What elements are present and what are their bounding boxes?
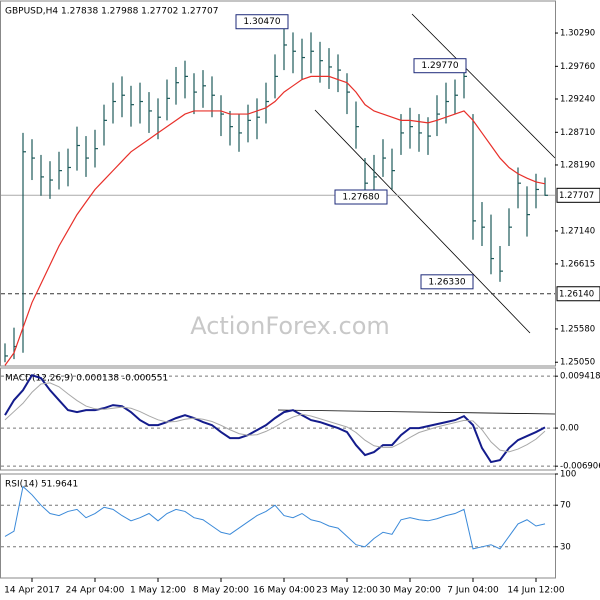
annotation-label: 1.30470 bbox=[243, 17, 280, 27]
price-box bbox=[556, 187, 600, 203]
y-tick-label: 1.25580 bbox=[560, 324, 595, 334]
annotation-box bbox=[413, 58, 467, 74]
x-tick-label: 14 Apr 2017 bbox=[4, 586, 60, 596]
x-tick-label: 7 Jun 04:00 bbox=[447, 586, 499, 596]
annotation-box bbox=[235, 14, 289, 30]
panel-title: RSI(14) 51.9641 bbox=[5, 480, 78, 490]
y-tick-label: 1.28710 bbox=[560, 128, 595, 138]
last-price-label: 1.27707 bbox=[559, 191, 594, 201]
price-box bbox=[556, 286, 600, 302]
y-tick-label: 1.28190 bbox=[560, 160, 595, 170]
moving-average bbox=[4, 75, 546, 366]
y-tick-label: 0.009418 bbox=[560, 372, 600, 382]
annotation-label: 1.26330 bbox=[428, 277, 465, 287]
annotation-box bbox=[420, 274, 474, 290]
panel-frame bbox=[0, 0, 556, 367]
x-tick-label: 8 May 20:00 bbox=[193, 586, 249, 596]
y-tick-label: 1.30290 bbox=[560, 29, 595, 39]
y-tick-label: 0.00 bbox=[560, 424, 579, 434]
x-tick-label: 1 May 12:00 bbox=[130, 586, 186, 596]
y-tick-label: -0.006906 bbox=[560, 462, 600, 472]
panel-frame bbox=[0, 473, 556, 579]
x-tick-label: 14 Jun 12:00 bbox=[507, 586, 564, 596]
y-tick-label: 70 bbox=[560, 501, 571, 511]
y-tick-label: 1.29240 bbox=[560, 95, 595, 105]
y-tick-label: 1.27140 bbox=[560, 226, 595, 236]
x-tick-label: 24 Apr 04:00 bbox=[66, 586, 125, 596]
x-tick-label: 23 May 12:00 bbox=[316, 586, 378, 596]
y-tick-label: 1.26615 bbox=[560, 259, 595, 269]
annotation-label: 1.27680 bbox=[342, 193, 379, 203]
y-tick-label: 30 bbox=[560, 542, 571, 552]
panel-frame bbox=[0, 367, 556, 471]
y-tick-label: 1.29760 bbox=[560, 62, 595, 72]
annotation-label: 1.29770 bbox=[421, 61, 458, 71]
x-tick-label: 16 May 04:00 bbox=[253, 586, 315, 596]
macd-trend-line bbox=[277, 409, 556, 415]
y-tick-label: 100 bbox=[560, 470, 576, 480]
watermark: ActionForex.com bbox=[190, 312, 390, 340]
channel-line bbox=[411, 13, 556, 159]
series-line bbox=[4, 382, 546, 453]
panel-title: GBPUSD,H4 1.27838 1.27988 1.27702 1.2770… bbox=[5, 7, 218, 17]
y-tick-label: 1.25050 bbox=[560, 358, 595, 368]
annotation-box bbox=[334, 189, 388, 205]
panel-title: MACD(12,26,9) 0.000138 -0.000551 bbox=[5, 374, 168, 384]
series-line bbox=[4, 373, 546, 464]
x-tick-label: 30 May 20:00 bbox=[379, 586, 441, 596]
level-label: 1.26140 bbox=[559, 289, 594, 299]
channel-line bbox=[314, 109, 531, 334]
series-line bbox=[4, 485, 546, 550]
